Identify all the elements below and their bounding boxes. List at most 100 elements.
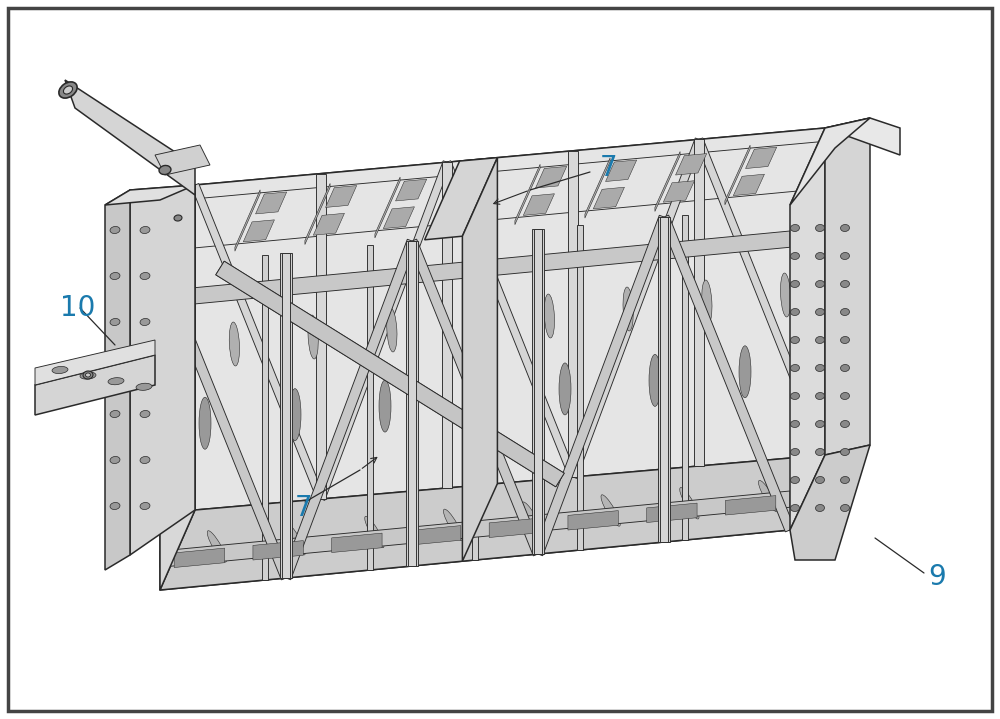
Ellipse shape: [379, 380, 391, 432]
Polygon shape: [326, 186, 357, 208]
Ellipse shape: [758, 480, 778, 512]
Polygon shape: [160, 231, 790, 307]
Polygon shape: [105, 185, 195, 205]
Ellipse shape: [816, 505, 824, 511]
Ellipse shape: [841, 252, 849, 260]
Polygon shape: [35, 355, 155, 415]
Polygon shape: [676, 154, 707, 175]
Text: 10: 10: [60, 294, 95, 322]
Ellipse shape: [680, 487, 699, 519]
Polygon shape: [568, 510, 618, 530]
Ellipse shape: [791, 449, 799, 456]
Polygon shape: [660, 217, 668, 542]
Ellipse shape: [841, 477, 849, 483]
Polygon shape: [472, 235, 478, 560]
Ellipse shape: [59, 82, 77, 98]
Ellipse shape: [387, 308, 397, 352]
Ellipse shape: [83, 371, 93, 379]
Polygon shape: [515, 165, 540, 225]
Ellipse shape: [443, 509, 463, 541]
Ellipse shape: [816, 252, 824, 260]
Ellipse shape: [522, 502, 542, 533]
Polygon shape: [160, 205, 790, 590]
Ellipse shape: [791, 336, 799, 344]
Polygon shape: [160, 491, 790, 567]
Polygon shape: [568, 151, 578, 477]
Ellipse shape: [52, 367, 68, 374]
Ellipse shape: [63, 86, 73, 94]
Polygon shape: [317, 161, 451, 500]
Polygon shape: [442, 162, 452, 488]
Polygon shape: [725, 145, 750, 205]
Polygon shape: [155, 145, 210, 175]
Ellipse shape: [159, 165, 171, 175]
Polygon shape: [746, 147, 777, 168]
Polygon shape: [655, 152, 680, 211]
Polygon shape: [243, 220, 274, 242]
Ellipse shape: [841, 449, 849, 456]
Polygon shape: [332, 533, 382, 552]
Ellipse shape: [174, 215, 182, 221]
Ellipse shape: [140, 365, 150, 372]
Ellipse shape: [110, 365, 120, 372]
Polygon shape: [410, 526, 461, 545]
Ellipse shape: [841, 393, 849, 400]
Polygon shape: [313, 214, 344, 235]
Polygon shape: [790, 118, 870, 205]
Ellipse shape: [466, 301, 476, 345]
Ellipse shape: [791, 365, 799, 372]
Ellipse shape: [199, 397, 211, 449]
Polygon shape: [534, 229, 542, 554]
Ellipse shape: [286, 523, 305, 555]
Polygon shape: [733, 174, 764, 196]
Polygon shape: [466, 173, 497, 194]
Polygon shape: [790, 128, 825, 530]
Ellipse shape: [136, 383, 152, 390]
Polygon shape: [396, 179, 427, 201]
Polygon shape: [160, 455, 825, 590]
Ellipse shape: [816, 449, 824, 456]
Ellipse shape: [816, 365, 824, 372]
Ellipse shape: [841, 280, 849, 288]
Ellipse shape: [816, 280, 824, 288]
Ellipse shape: [110, 319, 120, 326]
Polygon shape: [489, 518, 540, 538]
Polygon shape: [425, 157, 497, 240]
Polygon shape: [790, 445, 870, 560]
Ellipse shape: [623, 287, 633, 331]
Ellipse shape: [781, 273, 791, 317]
Polygon shape: [663, 180, 694, 202]
Ellipse shape: [791, 224, 799, 232]
Polygon shape: [235, 190, 260, 251]
Ellipse shape: [841, 336, 849, 344]
Ellipse shape: [816, 224, 824, 232]
Polygon shape: [647, 503, 697, 523]
Polygon shape: [462, 157, 497, 562]
Polygon shape: [606, 160, 637, 181]
Polygon shape: [65, 80, 195, 195]
Ellipse shape: [110, 457, 120, 464]
Ellipse shape: [207, 531, 227, 562]
Ellipse shape: [559, 363, 571, 415]
Ellipse shape: [601, 495, 620, 526]
Ellipse shape: [816, 308, 824, 316]
Polygon shape: [282, 253, 290, 578]
Ellipse shape: [140, 411, 150, 418]
Polygon shape: [532, 229, 544, 554]
Ellipse shape: [841, 421, 849, 428]
Ellipse shape: [140, 226, 150, 234]
Polygon shape: [533, 215, 669, 556]
Polygon shape: [682, 215, 688, 540]
Ellipse shape: [791, 280, 799, 288]
Text: 9: 9: [928, 563, 946, 591]
Ellipse shape: [791, 477, 799, 483]
Ellipse shape: [80, 372, 96, 379]
Polygon shape: [253, 541, 303, 560]
Polygon shape: [375, 177, 400, 238]
Ellipse shape: [816, 477, 824, 483]
Ellipse shape: [308, 315, 318, 359]
Polygon shape: [174, 548, 225, 567]
Ellipse shape: [841, 505, 849, 511]
Polygon shape: [658, 217, 670, 542]
Polygon shape: [305, 183, 330, 244]
